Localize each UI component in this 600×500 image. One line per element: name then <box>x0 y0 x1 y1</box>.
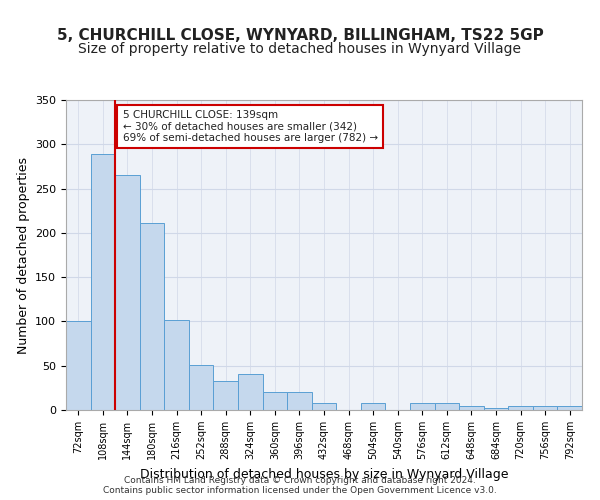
Text: 5, CHURCHILL CLOSE, WYNYARD, BILLINGHAM, TS22 5GP: 5, CHURCHILL CLOSE, WYNYARD, BILLINGHAM,… <box>56 28 544 42</box>
Bar <box>66 322 91 410</box>
Bar <box>164 320 189 410</box>
Bar <box>484 408 508 410</box>
Y-axis label: Number of detached properties: Number of detached properties <box>17 156 29 354</box>
Text: Size of property relative to detached houses in Wynyard Village: Size of property relative to detached ho… <box>79 42 521 56</box>
Bar <box>214 381 238 410</box>
Bar <box>557 406 582 410</box>
Bar <box>533 406 557 410</box>
Text: Contains HM Land Registry data © Crown copyright and database right 2024.
Contai: Contains HM Land Registry data © Crown c… <box>103 476 497 495</box>
Bar <box>238 374 263 410</box>
Bar <box>434 403 459 410</box>
Bar <box>410 403 434 410</box>
Bar <box>189 365 214 410</box>
Bar <box>287 392 312 410</box>
Bar <box>91 154 115 410</box>
Bar <box>312 403 336 410</box>
Bar <box>263 392 287 410</box>
Bar <box>115 176 140 410</box>
Bar <box>140 223 164 410</box>
Bar <box>361 403 385 410</box>
X-axis label: Distribution of detached houses by size in Wynyard Village: Distribution of detached houses by size … <box>140 468 508 480</box>
Bar <box>459 406 484 410</box>
Bar <box>508 406 533 410</box>
Text: 5 CHURCHILL CLOSE: 139sqm
← 30% of detached houses are smaller (342)
69% of semi: 5 CHURCHILL CLOSE: 139sqm ← 30% of detac… <box>122 110 377 143</box>
